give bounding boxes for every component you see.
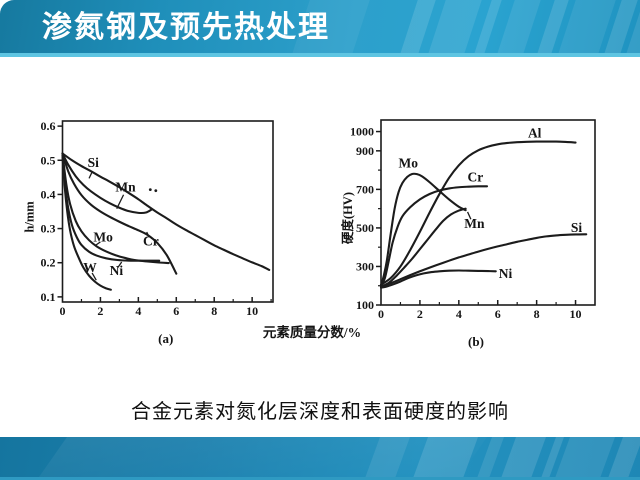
series-Si-curve xyxy=(61,152,271,271)
figure-caption: 合金元素对氮化层深度和表面硬度的影响 xyxy=(131,401,509,423)
series-Si-leader xyxy=(88,170,94,179)
series-Cr-leader xyxy=(146,231,150,238)
series-Cr-curve xyxy=(61,152,178,275)
x-tick-label: 10 xyxy=(570,307,582,321)
y-tick-label: 1000 xyxy=(350,125,374,139)
series-Ni-label: Ni xyxy=(110,263,124,278)
series-Ni-leader xyxy=(117,261,123,268)
y-axis-label: 硬度(HV) xyxy=(340,192,355,244)
x-tick-label: 4 xyxy=(456,307,462,321)
series-W-curve xyxy=(61,154,112,291)
series-Mn-curve xyxy=(379,207,467,288)
x-tick-label: 6 xyxy=(173,304,179,318)
y-tick-label: 0.3 xyxy=(41,222,56,236)
y-tick-label: 300 xyxy=(356,259,374,273)
series-Mo-curve xyxy=(379,172,467,287)
x-tick-label: 2 xyxy=(97,304,103,318)
y-tick-label: 0.2 xyxy=(41,256,56,270)
chart-b: 0 2 4 6 8 10 100 300 500 700 900 1000 硬度(HV) Al Mo Cr Mn… xyxy=(340,119,596,349)
series-Cr-label: Cr xyxy=(467,169,483,184)
x-tick-label: 8 xyxy=(211,304,217,318)
series-Mn-label: Mn xyxy=(115,180,136,195)
series-Ni-curve xyxy=(61,154,161,262)
y-tick-label: 0.4 xyxy=(41,187,56,201)
series-Si-label: Si xyxy=(571,220,583,235)
slide-header-banner: 渗氮钢及预先热处理 xyxy=(0,0,640,57)
series-Al-label: Al xyxy=(528,125,542,140)
series-Mn-label: Mn xyxy=(464,216,485,231)
series-Mn-leader xyxy=(466,211,472,220)
footer-accent-strip xyxy=(0,477,640,480)
y-tick-label: 500 xyxy=(356,221,374,235)
y-tick-label: 0.5 xyxy=(41,153,56,167)
series-Si-curve xyxy=(379,233,588,288)
series-Mo-leader xyxy=(94,241,101,247)
chart-a: 0 2 4 6 8 10 0.1 0.2 0.3 0.4 0.5 0.6 h/mm Si Mn Cr Mo Ni W… xyxy=(23,119,274,346)
series-Mo-label: Mo xyxy=(93,229,113,244)
footer-streak xyxy=(497,437,549,480)
shared-x-axis-label: 元素质量分数/% xyxy=(263,324,361,340)
series-Cr-curve xyxy=(379,185,489,287)
x-tick-label: 2 xyxy=(417,307,423,321)
series-W-leader xyxy=(91,272,97,281)
series-Al-curve xyxy=(379,140,577,286)
x-tick-label: 0 xyxy=(60,304,66,318)
x-tick-label: 6 xyxy=(495,307,501,321)
y-tick-label: 0.6 xyxy=(41,119,56,133)
y-tick-label: 100 xyxy=(356,298,374,312)
y-tick-label: 700 xyxy=(356,182,374,196)
series-Ni-label: Ni xyxy=(499,266,513,281)
chart-sub-label-a: (a) xyxy=(158,331,173,346)
x-tick-label: 10 xyxy=(246,304,258,318)
y-axis-label: h/mm xyxy=(23,201,37,233)
plot-frame xyxy=(380,119,596,306)
slide-title: 渗氮钢及预先热处理 xyxy=(42,11,330,44)
series-Mn-curve xyxy=(61,152,153,215)
series-W-label: W xyxy=(83,260,97,275)
x-tick-label: 8 xyxy=(534,307,540,321)
scan-dot xyxy=(148,188,152,192)
header-accent-strip xyxy=(0,53,640,57)
series-Cr-label: Cr xyxy=(143,234,159,249)
slide-footer-banner xyxy=(0,437,640,480)
y-tick-label: 900 xyxy=(356,144,374,158)
x-tick-label: 4 xyxy=(135,304,141,318)
series-Ni-curve xyxy=(379,269,497,289)
y-tick-label: 0.1 xyxy=(41,290,56,304)
series-Si-label: Si xyxy=(88,155,100,170)
plot-frame xyxy=(61,120,274,303)
series-Mn-leader xyxy=(116,194,125,210)
x-tick-label: 0 xyxy=(378,307,384,321)
scan-dot xyxy=(154,189,158,193)
chart-sub-label-b: (b) xyxy=(468,334,484,349)
series-Mo-label: Mo xyxy=(398,155,418,170)
